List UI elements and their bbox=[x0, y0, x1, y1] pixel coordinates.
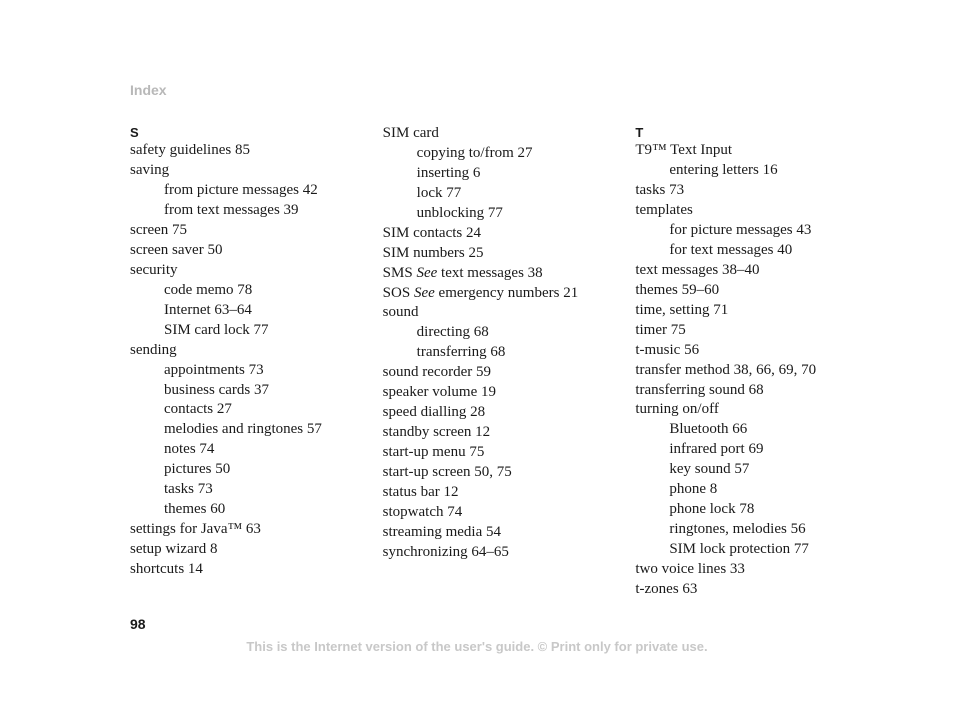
index-header: Index bbox=[130, 82, 854, 98]
index-entry: from text messages 39 bbox=[130, 201, 349, 221]
index-entry: phone lock 78 bbox=[635, 500, 854, 520]
index-entry: transferring sound 68 bbox=[635, 381, 854, 401]
index-entry: settings for Java™ 63 bbox=[130, 520, 349, 540]
index-entry: melodies and ringtones 57 bbox=[130, 420, 349, 440]
page-number: 98 bbox=[130, 616, 146, 632]
index-entry: directing 68 bbox=[383, 323, 602, 343]
index-entry: Internet 63–64 bbox=[130, 301, 349, 321]
index-entry: SIM lock protection 77 bbox=[635, 540, 854, 560]
index-column-1: Ssafety guidelines 85savingfrom picture … bbox=[130, 124, 349, 600]
index-entry: saving bbox=[130, 161, 349, 181]
index-entry: T9™ Text Input bbox=[635, 141, 854, 161]
index-columns: Ssafety guidelines 85savingfrom picture … bbox=[130, 124, 854, 600]
index-entry: notes 74 bbox=[130, 440, 349, 460]
index-entry: transferring 68 bbox=[383, 343, 602, 363]
index-entry: setup wizard 8 bbox=[130, 540, 349, 560]
index-entry: security bbox=[130, 261, 349, 281]
index-entry: lock 77 bbox=[383, 184, 602, 204]
index-entry: for picture messages 43 bbox=[635, 221, 854, 241]
index-entry: themes 60 bbox=[130, 500, 349, 520]
index-entry: SMS See text messages 38 bbox=[383, 264, 602, 284]
index-entry: status bar 12 bbox=[383, 483, 602, 503]
index-entry: unblocking 77 bbox=[383, 204, 602, 224]
index-entry: phone 8 bbox=[635, 480, 854, 500]
index-entry: start-up screen 50, 75 bbox=[383, 463, 602, 483]
index-entry: two voice lines 33 bbox=[635, 560, 854, 580]
index-entry: business cards 37 bbox=[130, 381, 349, 401]
index-entry: screen 75 bbox=[130, 221, 349, 241]
index-entry: entering letters 16 bbox=[635, 161, 854, 181]
index-entry: SIM contacts 24 bbox=[383, 224, 602, 244]
index-entry: appointments 73 bbox=[130, 361, 349, 381]
index-entry: copying to/from 27 bbox=[383, 144, 602, 164]
index-entry: for text messages 40 bbox=[635, 241, 854, 261]
index-entry: time, setting 71 bbox=[635, 301, 854, 321]
index-entry: safety guidelines 85 bbox=[130, 141, 349, 161]
index-entry: timer 75 bbox=[635, 321, 854, 341]
index-entry: start-up menu 75 bbox=[383, 443, 602, 463]
index-entry: sound recorder 59 bbox=[383, 363, 602, 383]
index-entry: key sound 57 bbox=[635, 460, 854, 480]
index-entry: code memo 78 bbox=[130, 281, 349, 301]
index-entry: tasks 73 bbox=[130, 480, 349, 500]
index-entry: text messages 38–40 bbox=[635, 261, 854, 281]
index-entry: SOS See emergency numbers 21 bbox=[383, 284, 602, 304]
index-entry: templates bbox=[635, 201, 854, 221]
index-entry: Bluetooth 66 bbox=[635, 420, 854, 440]
index-entry: ringtones, melodies 56 bbox=[635, 520, 854, 540]
index-entry: pictures 50 bbox=[130, 460, 349, 480]
index-entry: turning on/off bbox=[635, 400, 854, 420]
index-entry: speed dialling 28 bbox=[383, 403, 602, 423]
index-entry: screen saver 50 bbox=[130, 241, 349, 261]
footer-note: This is the Internet version of the user… bbox=[0, 639, 954, 654]
index-entry: SIM numbers 25 bbox=[383, 244, 602, 264]
index-entry: contacts 27 bbox=[130, 400, 349, 420]
index-column-3: TT9™ Text Inputentering letters 16tasks … bbox=[635, 124, 854, 600]
index-entry: standby screen 12 bbox=[383, 423, 602, 443]
index-entry: t-music 56 bbox=[635, 341, 854, 361]
index-entry: shortcuts 14 bbox=[130, 560, 349, 580]
index-entry: tasks 73 bbox=[635, 181, 854, 201]
index-entry: SIM card lock 77 bbox=[130, 321, 349, 341]
index-entry: infrared port 69 bbox=[635, 440, 854, 460]
index-entry: inserting 6 bbox=[383, 164, 602, 184]
index-entry: speaker volume 19 bbox=[383, 383, 602, 403]
index-entry: SIM card bbox=[383, 124, 602, 144]
index-entry: sending bbox=[130, 341, 349, 361]
index-entry: streaming media 54 bbox=[383, 523, 602, 543]
index-entry: stopwatch 74 bbox=[383, 503, 602, 523]
index-entry: synchronizing 64–65 bbox=[383, 543, 602, 563]
index-section-letter: S bbox=[130, 124, 349, 141]
index-entry: t-zones 63 bbox=[635, 580, 854, 600]
index-entry: sound bbox=[383, 303, 602, 323]
index-entry: transfer method 38, 66, 69, 70 bbox=[635, 361, 854, 381]
index-column-2: SIM cardcopying to/from 27inserting 6loc… bbox=[383, 124, 602, 600]
index-entry: from picture messages 42 bbox=[130, 181, 349, 201]
index-section-letter: T bbox=[635, 124, 854, 141]
index-entry: themes 59–60 bbox=[635, 281, 854, 301]
